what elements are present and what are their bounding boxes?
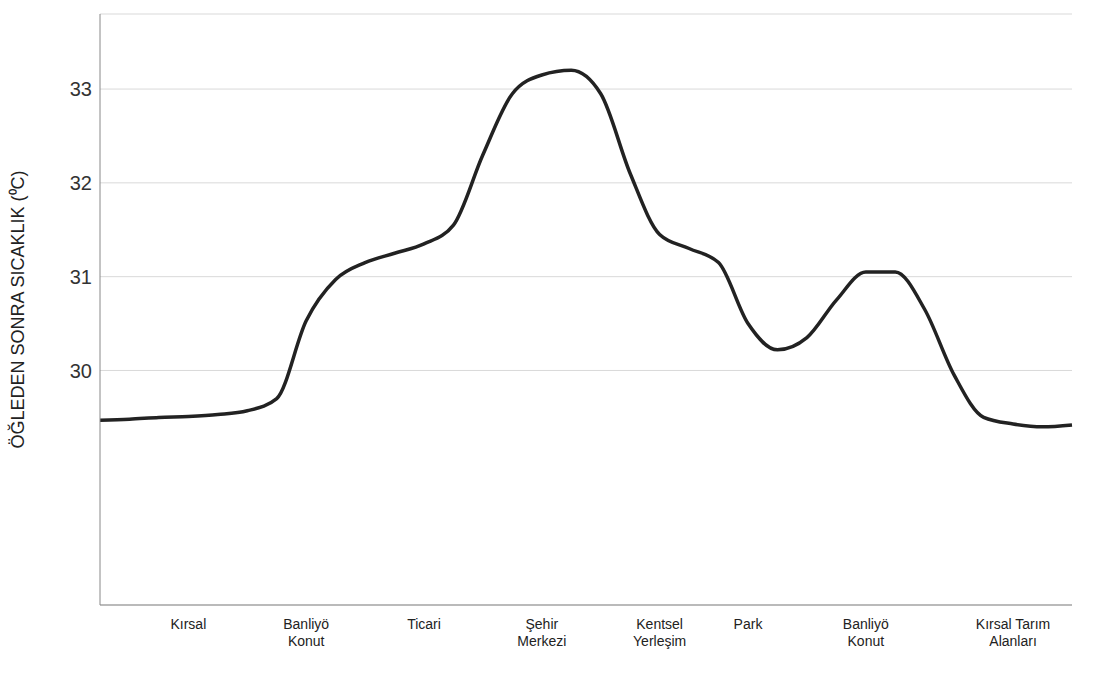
svg-text:32: 32 — [70, 172, 92, 194]
svg-text:Kırsal: Kırsal — [170, 616, 206, 632]
svg-text:BanliyöKonut: BanliyöKonut — [283, 616, 329, 649]
svg-text:ÖĞLEDEN SONRA SICAKLIK (⁰C): ÖĞLEDEN SONRA SICAKLIK (⁰C) — [7, 170, 28, 448]
svg-text:Park: Park — [734, 616, 764, 632]
svg-text:33: 33 — [70, 78, 92, 100]
svg-text:Ticari: Ticari — [407, 616, 441, 632]
svg-text:31: 31 — [70, 266, 92, 288]
svg-text:KentselYerleşim: KentselYerleşim — [633, 616, 686, 649]
svg-text:BanliyöKonut: BanliyöKonut — [843, 616, 889, 649]
svg-text:ŞehirMerkezi: ŞehirMerkezi — [517, 616, 566, 649]
svg-text:30: 30 — [70, 360, 92, 382]
svg-text:Kırsal TarımAlanları: Kırsal TarımAlanları — [976, 616, 1050, 649]
